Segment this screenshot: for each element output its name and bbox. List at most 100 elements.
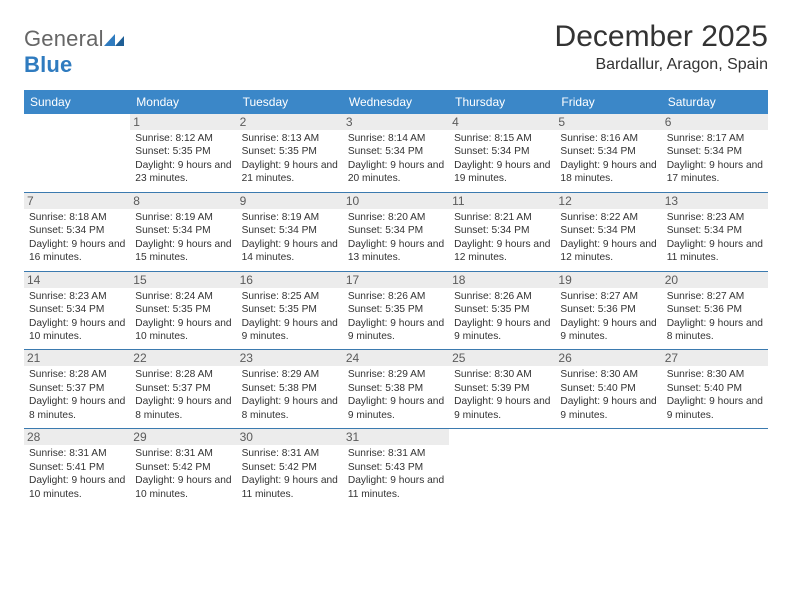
location: Bardallur, Aragon, Spain: [555, 56, 768, 74]
sunset-line: Sunset: 5:34 PM: [667, 146, 742, 157]
day-info: Sunrise: 8:23 AM Sunset: 5:34 PM Daylight:…: [29, 290, 125, 344]
calendar-day-cell: 15Sunrise: 8:24 AMSunset: 5:35 PMDayligh…: [130, 271, 236, 350]
sunrise-line: Sunrise: 8:17 AM: [667, 133, 745, 144]
brand-mark-icon: [104, 26, 126, 52]
calendar-day-cell: 25Sunrise: 8:30 AMSunset: 5:39 PMDayligh…: [449, 350, 555, 429]
sunrise-line: Sunrise: 8:31 AM: [29, 448, 107, 459]
calendar-day-cell: 23Sunrise: 8:29 AMSunset: 5:38 PMDayligh…: [237, 350, 343, 429]
day-number: 30: [237, 429, 343, 445]
brand-logo: General Blue: [24, 20, 126, 78]
sunrise-line: Sunrise: 8:27 AM: [560, 291, 638, 302]
day-info: Sunrise: 8:20 AMSunset: 5:34 PMDaylight:…: [348, 211, 444, 265]
day-info: Sunrise: 8:27 AM Sunset: 5:36 PM Daylight:…: [560, 290, 656, 344]
sunset-line: Sunset: 5:42 PM: [135, 462, 210, 473]
sunset-line: Sunset: 5:34 PM: [454, 225, 529, 236]
day-number: 28: [24, 429, 130, 445]
sunrise-line: Sunrise: 8:26 AM: [348, 291, 426, 302]
daylight-line: Daylight: 9 hours and 8 minutes.: [242, 396, 338, 420]
day-info: Sunrise: 8:26 AMSunset: 5:35 PMDaylight:…: [348, 290, 444, 344]
day-info: Sunrise: 8:18 AMSunset: 5:34 PMDaylight:…: [29, 211, 125, 265]
sunrise-line: Sunrise: 8:19 AM: [242, 212, 320, 223]
calendar-day-cell: 16 Sunrise: 8:25 AMSunset: 5:35 PMDayligh…: [237, 271, 343, 350]
calendar-week-row: 21Sunrise: 8:28 AMSunset: 5:37 PMDayligh…: [24, 350, 768, 429]
daylight-line: Daylight: 9 hours and 10 minutes.: [29, 318, 125, 342]
header: General Blue December 2025 Bardallur, Ar…: [24, 20, 768, 78]
day-number: 26: [555, 350, 661, 366]
day-info: Sunrise: 8:28 AMSunset: 5:37 PMDaylight:…: [135, 368, 231, 422]
sunset-line: Sunset: 5:37 PM: [29, 383, 104, 394]
day-number: 16: [237, 272, 343, 288]
daylight-line: Daylight: 9 hours and 10 minutes.: [135, 475, 231, 499]
day-info: Sunrise: 8:25 AMSunset: 5:35 PMDaylight:…: [242, 290, 338, 344]
calendar-day-cell: 8 Sunrise: 8:19 AMSunset: 5:34 PMDaylight…: [130, 192, 236, 271]
daylight-line: Daylight: 9 hours and 11 minutes.: [667, 239, 763, 263]
calendar-week-row: 7Sunrise: 8:18 AMSunset: 5:34 PMDaylight…: [24, 192, 768, 271]
day-info: Sunrise: 8:22 AMSunset: 5:34 PMDaylight:…: [560, 211, 656, 265]
day-info: Sunrise: 8:31 AM Sunset: 5:42 PM Daylight:…: [242, 447, 338, 501]
calendar-day-cell: 30 Sunrise: 8:31 AM Sunset: 5:42 PM Dayligh…: [237, 429, 343, 507]
day-number: 10: [343, 193, 449, 209]
sunset-line: Sunset: 5:40 PM: [667, 383, 742, 394]
day-number: 11: [449, 193, 555, 209]
calendar-day-cell: 3Sunrise: 8:14 AMSunset: 5:34 PMDaylight…: [343, 114, 449, 192]
day-info: Sunrise: 8:19 AMSunset: 5:34 PMDaylight:…: [135, 211, 231, 265]
daylight-line: Daylight: 9 hours and 9 minutes.: [667, 396, 763, 420]
calendar-week-row: 28Sunrise: 8:31 AMSunset: 5:41 PMDayligh…: [24, 429, 768, 507]
day-number: 21: [24, 350, 130, 366]
day-number: 23: [237, 350, 343, 366]
calendar-day-cell: 13 Sunrise: 8:23 AMSunset: 5:34 PMDayligh…: [662, 192, 768, 271]
day-info: Sunrise: 8:12 AMSunset: 5:35 PMDaylight:…: [135, 132, 231, 186]
daylight-line: Daylight: 9 hours and 17 minutes.: [667, 160, 763, 184]
daylight-line: Daylight: 9 hours and 21 minutes.: [242, 160, 338, 184]
sunrise-line: Sunrise: 8:16 AM: [560, 133, 638, 144]
weekday-header: Wednesday: [343, 90, 449, 114]
day-number: 5: [555, 114, 661, 130]
day-info: Sunrise: 8:21 AMSunset: 5:34 PMDaylight:…: [454, 211, 550, 265]
calendar-day-cell: 21Sunrise: 8:28 AMSunset: 5:37 PMDayligh…: [24, 350, 130, 429]
sunset-line: Sunset: 5:34 PM: [560, 225, 635, 236]
sunrise-line: Sunrise: 8:19 AM: [135, 212, 213, 223]
day-number: 8: [130, 193, 236, 209]
sunset-line: Sunset: 5:42 PM: [242, 462, 317, 473]
calendar-day-cell: 22 Sunrise: 8:28 AMSunset: 5:37 PMDayligh…: [130, 350, 236, 429]
daylight-line: Daylight: 9 hours and 9 minutes.: [348, 318, 444, 342]
weekday-header: Sunday: [24, 90, 130, 114]
day-info: Sunrise: 8:30 AMSunset: 5:39 PMDaylight:…: [454, 368, 550, 422]
calendar-day-cell: 1Sunrise: 8:12 AMSunset: 5:35 PMDaylight…: [130, 114, 236, 192]
calendar-day-cell: 6Sunrise: 8:17 AMSunset: 5:34 PMDaylight…: [662, 114, 768, 192]
sunset-line: Sunset: 5:38 PM: [348, 383, 423, 394]
calendar-week-row: 1Sunrise: 8:12 AMSunset: 5:35 PMDaylight…: [24, 114, 768, 192]
sunrise-line: Sunrise: 8:26 AM: [454, 291, 532, 302]
day-number: 13: [662, 193, 768, 209]
weekday-header: Saturday: [662, 90, 768, 114]
day-info: Sunrise: 8:16 AM Sunset: 5:34 PM Daylight:…: [560, 132, 656, 186]
day-number: 24: [343, 350, 449, 366]
sunrise-line: Sunrise: 8:28 AM: [135, 369, 213, 380]
sunrise-line: Sunrise: 8:31 AM: [242, 448, 320, 459]
daylight-line: Daylight: 9 hours and 9 minutes.: [560, 318, 656, 342]
sunrise-line: Sunrise: 8:29 AM: [348, 369, 426, 380]
daylight-line: Daylight: 9 hours and 11 minutes.: [242, 475, 338, 499]
sunrise-line: Sunrise: 8:23 AM: [29, 291, 107, 302]
sunset-line: Sunset: 5:34 PM: [560, 146, 635, 157]
day-info: Sunrise: 8:30 AMSunset: 5:40 PMDaylight:…: [560, 368, 656, 422]
daylight-line: Daylight: 9 hours and 9 minutes.: [560, 396, 656, 420]
day-number: 22: [130, 350, 236, 366]
month-title: December 2025: [555, 20, 768, 54]
calendar-week-row: 14Sunrise: 8:23 AMSunset: 5:34 PMDayligh…: [24, 271, 768, 350]
calendar-day-cell: 26 Sunrise: 8:30 AMSunset: 5:40 PMDayligh…: [555, 350, 661, 429]
sunrise-line: Sunrise: 8:18 AM: [29, 212, 107, 223]
calendar-day-cell: 28Sunrise: 8:31 AMSunset: 5:41 PMDayligh…: [24, 429, 130, 507]
sunset-line: Sunset: 5:40 PM: [560, 383, 635, 394]
weekday-header: Monday: [130, 90, 236, 114]
sunset-line: Sunset: 5:36 PM: [560, 304, 635, 315]
title-block: December 2025 Bardallur, Aragon, Spain: [555, 20, 768, 74]
day-info: Sunrise: 8:23 AMSunset: 5:34 PMDaylight:…: [667, 211, 763, 265]
calendar-day-cell: 31Sunrise: 8:31 AMSunset: 5:43 PMDayligh…: [343, 429, 449, 507]
sunrise-line: Sunrise: 8:31 AM: [348, 448, 426, 459]
daylight-line: Daylight: 9 hours and 18 minutes.: [560, 160, 656, 184]
day-number: 4: [449, 114, 555, 130]
calendar-day-cell: [24, 114, 130, 192]
sunset-line: Sunset: 5:34 PM: [29, 304, 104, 315]
daylight-line: Daylight: 9 hours and 14 minutes.: [242, 239, 338, 263]
